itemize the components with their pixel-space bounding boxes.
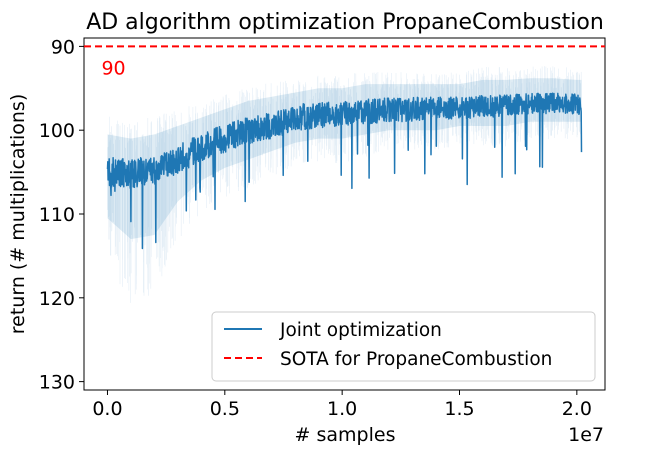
x-tick-label: 1.0: [327, 398, 357, 420]
y-tick-label: 130: [39, 372, 75, 394]
y-tick-label: 120: [39, 288, 75, 310]
sota-value-annotation: 90: [101, 57, 125, 79]
chart-title: AD algorithm optimization PropaneCombust…: [86, 10, 604, 35]
x-axis: 0.0 0.5 1.0 1.5 2.0: [92, 390, 592, 420]
x-axis-scale-label: 1e7: [568, 424, 604, 446]
y-tick-label: 90: [51, 36, 75, 58]
x-axis-label: # samples: [295, 424, 396, 446]
y-axis-label: return (# multiplications): [7, 94, 29, 334]
legend-label-sota: SOTA for PropaneCombustion: [280, 349, 552, 370]
y-tick-label: 110: [39, 204, 75, 226]
legend-label-joint-optimization: Joint optimization: [279, 320, 442, 341]
legend-frame: [211, 311, 596, 382]
legend: Joint optimization SOTA for PropaneCombu…: [211, 311, 596, 382]
y-axis: 90 100 110 120 130: [39, 36, 84, 394]
x-tick-label: 0.5: [210, 398, 240, 420]
plot-area: [83, 37, 606, 391]
series-line-joint-optimization: [106, 92, 583, 250]
x-tick-label: 2.0: [562, 398, 592, 420]
x-tick-label: 1.5: [444, 398, 474, 420]
y-tick-label: 100: [39, 120, 75, 142]
x-tick-label: 0.0: [92, 398, 122, 420]
